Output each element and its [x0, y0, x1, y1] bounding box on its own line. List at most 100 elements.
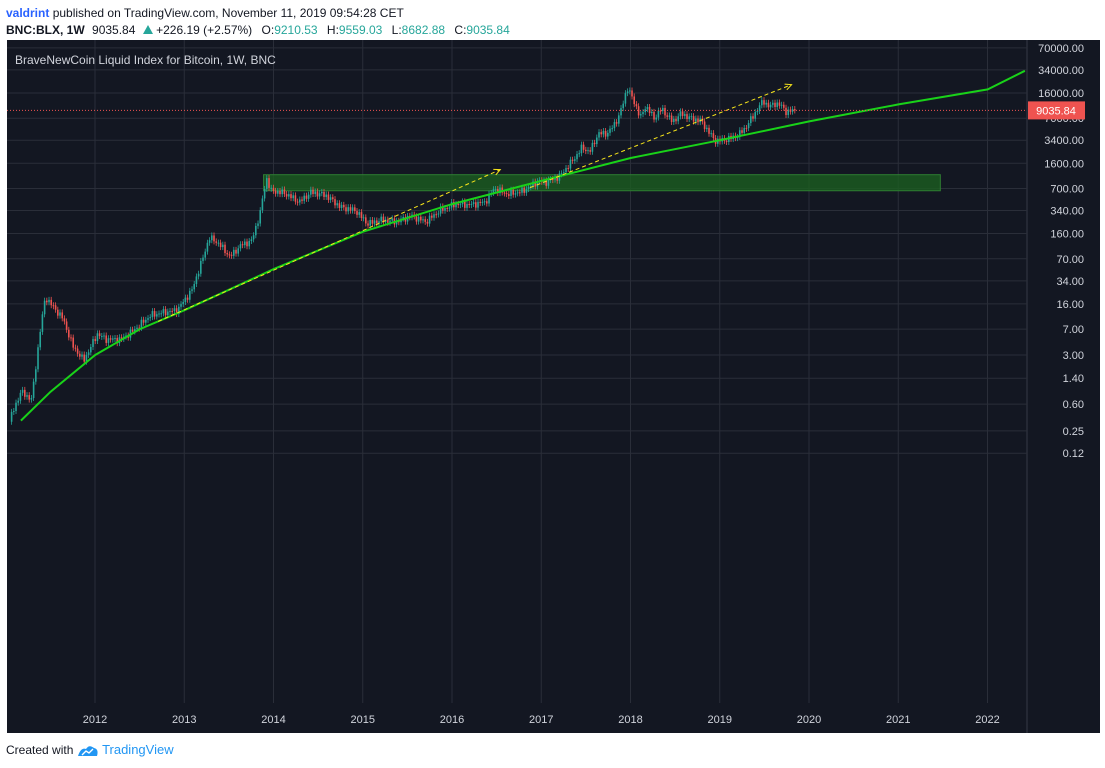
plot-background: [7, 40, 1027, 733]
candle-body: [296, 201, 299, 203]
candle-body: [228, 254, 231, 256]
candle-body: [285, 194, 288, 197]
candle-body: [347, 207, 350, 212]
time-tick-label: 2020: [797, 714, 821, 726]
candle-body: [446, 207, 449, 209]
candle-body: [239, 244, 242, 249]
candle-body: [310, 189, 312, 195]
candle-body: [626, 91, 629, 94]
price-tick-label: 3400.00: [1044, 135, 1084, 147]
candle-body: [600, 132, 603, 135]
candle-body: [688, 116, 691, 120]
candle-body: [415, 216, 418, 222]
candle-body: [160, 313, 163, 315]
candle-body: [510, 189, 512, 196]
tradingview-logo-icon[interactable]: [77, 743, 102, 757]
candle-body: [241, 244, 244, 246]
candle-body: [288, 194, 290, 197]
candle-body: [668, 115, 671, 117]
candle-body: [61, 312, 64, 319]
candle-body: [536, 181, 539, 187]
candle-body: [356, 211, 358, 215]
high-value: 9559.03: [338, 23, 383, 37]
candle-body: [327, 194, 330, 200]
candle-body: [140, 319, 143, 328]
candle-body: [642, 112, 644, 115]
candle-body: [519, 192, 521, 194]
arrow-head-icon: [493, 168, 502, 176]
candle-body: [219, 242, 222, 248]
candle-body: [483, 201, 486, 203]
candle-body: [677, 116, 680, 122]
low-label: L:: [391, 23, 402, 37]
tradingview-brand[interactable]: TradingView: [102, 742, 174, 757]
candle-body: [358, 212, 361, 215]
candle-body: [547, 179, 550, 186]
candle-body: [329, 197, 332, 200]
candle-body: [475, 202, 477, 208]
candle-body: [582, 144, 585, 150]
candle-body: [365, 217, 367, 224]
candle-body: [486, 201, 488, 204]
candle-body: [30, 398, 33, 400]
candle-body: [369, 219, 372, 226]
candle-body: [21, 389, 24, 393]
candle-body: [371, 219, 374, 224]
candle-body: [752, 116, 754, 119]
candle-body: [426, 221, 429, 224]
candle-body: [270, 187, 273, 189]
candle-body: [138, 327, 141, 329]
candle-body: [565, 168, 567, 173]
candle-body: [629, 90, 631, 92]
price-axis[interactable]: [1027, 40, 1100, 733]
candle-body: [248, 240, 251, 247]
candle-body: [57, 309, 59, 316]
candle-body: [587, 150, 589, 152]
candle-body: [756, 111, 759, 113]
candle-body: [204, 251, 207, 258]
candle-body: [503, 192, 506, 194]
candle-body: [105, 335, 108, 343]
candle-body: [259, 210, 262, 224]
candle-body: [189, 290, 191, 300]
candle-body: [96, 333, 99, 342]
candle-body: [325, 194, 328, 197]
candle-body: [24, 389, 26, 397]
candle-body: [323, 192, 325, 197]
price-chart[interactable]: 800000.00360000.00160000.0070000.0034000…: [0, 40, 1100, 736]
author-link[interactable]: valdrint: [6, 6, 50, 20]
candle-body: [620, 108, 622, 116]
candle-body: [233, 249, 235, 256]
candle-body: [149, 317, 152, 319]
candle-body: [54, 305, 57, 310]
candle-body: [567, 168, 570, 170]
candle-body: [785, 107, 787, 115]
candle-body: [422, 219, 424, 221]
candle-body: [508, 194, 510, 196]
candle-body: [235, 249, 237, 254]
candle-body: [712, 133, 715, 139]
candle-body: [657, 110, 660, 118]
open-label: O:: [261, 23, 275, 37]
candle-body: [402, 217, 405, 219]
candle-body: [354, 207, 356, 212]
candle-body: [373, 220, 376, 224]
candle-body: [481, 201, 484, 203]
change-value: +226.19 (+2.57%): [156, 23, 253, 37]
candle-body: [437, 213, 440, 215]
candle-body: [725, 140, 728, 142]
price-tick-label: 340.00: [1050, 206, 1084, 218]
candle-body: [670, 115, 673, 122]
candle-body: [351, 207, 354, 211]
candle-body: [472, 202, 475, 204]
price-tick-label: 0.60: [1063, 399, 1084, 411]
candle-body: [681, 111, 684, 116]
candle-body: [171, 310, 174, 312]
candle-body: [633, 96, 636, 105]
candle-body: [266, 178, 268, 189]
candle-body: [283, 189, 286, 195]
candle-body: [457, 203, 460, 206]
candle-body: [554, 177, 556, 180]
candle-body: [92, 339, 94, 347]
candle-body: [569, 159, 572, 169]
